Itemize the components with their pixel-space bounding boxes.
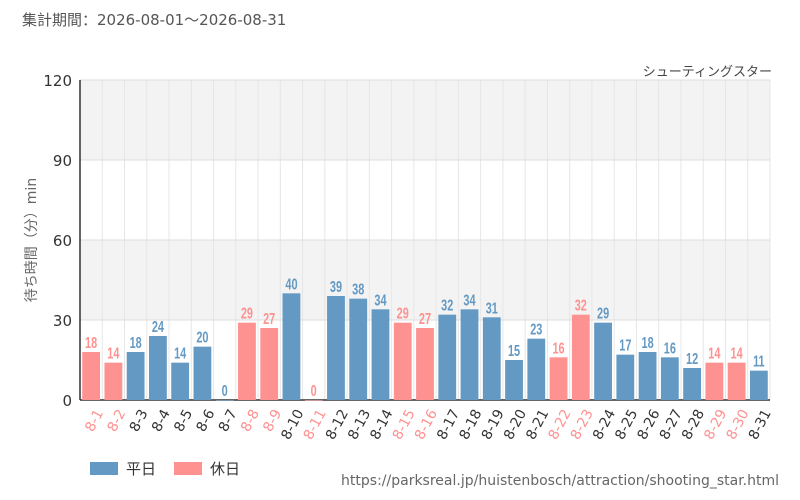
bar: [416, 328, 434, 400]
bar: [571, 314, 590, 400]
bar-value-label: 14: [708, 345, 720, 363]
bar-value-label: 18: [130, 334, 142, 352]
source-url: https://parksreal.jp/huistenbosch/attrac…: [341, 473, 779, 489]
x-tick-label: 8-31: [746, 407, 775, 443]
bar-chart: 0306090120188-1148-2188-3248-4148-5208-6…: [43, 72, 775, 443]
bar: [238, 322, 256, 400]
bar-value-label: 0: [222, 382, 228, 400]
bar: [549, 357, 568, 400]
legend-swatch-holiday: [174, 462, 203, 475]
bar: [282, 293, 301, 400]
x-tick-label: 8-1: [82, 407, 107, 435]
bar-value-label: 38: [352, 281, 364, 299]
bar: [371, 309, 390, 400]
bar: [260, 328, 279, 400]
x-tick-label: 8-7: [216, 407, 241, 435]
bar: [393, 322, 412, 400]
y-tick-label: 120: [43, 72, 72, 90]
grid-band: [80, 80, 770, 160]
bar-value-label: 27: [263, 310, 275, 328]
bar: [505, 360, 523, 400]
x-tick-label: 8-2: [105, 407, 130, 435]
grid-band: [80, 240, 770, 320]
x-tick-label: 8-4: [149, 407, 174, 435]
bar-value-label: 23: [530, 321, 542, 339]
bar: [126, 352, 145, 400]
bar-value-label: 32: [441, 297, 453, 315]
bar-value-label: 29: [597, 305, 609, 323]
legend-label-weekday: 平日: [126, 460, 157, 478]
bar: [149, 336, 167, 400]
bar: [460, 309, 479, 400]
bar: [482, 317, 501, 400]
bar: [104, 362, 123, 400]
legend-swatch-weekday: [90, 462, 118, 475]
x-tick-label: 8-6: [194, 407, 219, 435]
bar: [616, 354, 635, 400]
bar-value-label: 31: [486, 299, 498, 317]
bar: [705, 362, 724, 400]
bar: [171, 362, 190, 400]
y-tick-label: 90: [53, 152, 72, 170]
bar: [638, 352, 657, 400]
bar: [349, 298, 368, 400]
bar: [749, 370, 768, 400]
x-tick-label: 8-8: [238, 407, 263, 435]
bar: [727, 362, 746, 400]
bar-value-label: 16: [552, 339, 564, 357]
y-tick-label: 60: [53, 232, 72, 250]
y-tick-label: 30: [53, 312, 72, 330]
bar-value-label: 24: [152, 318, 164, 336]
bar: [683, 368, 701, 400]
bar: [304, 400, 323, 401]
bar-value-label: 0: [311, 382, 317, 400]
bar-value-label: 27: [419, 310, 431, 328]
legend-item-holiday: 休日: [174, 458, 240, 479]
bar: [438, 314, 457, 400]
bar-value-label: 40: [285, 275, 297, 293]
bar-value-label: 34: [374, 291, 386, 309]
bar: [660, 357, 679, 400]
bar: [594, 322, 612, 400]
bar-value-label: 14: [731, 345, 743, 363]
bar-value-label: 20: [196, 329, 208, 347]
bar-value-label: 34: [463, 291, 475, 309]
x-tick-label: 8-3: [127, 407, 152, 435]
bar: [193, 346, 212, 400]
bar: [527, 338, 546, 400]
bar: [327, 296, 345, 400]
bar-value-label: 18: [85, 334, 97, 352]
legend-item-weekday: 平日: [90, 458, 156, 479]
x-tick-label: 8-5: [171, 407, 196, 435]
y-tick-label: 0: [62, 392, 72, 410]
bar-value-label: 32: [575, 297, 587, 315]
bar-value-label: 11: [753, 353, 765, 371]
bar-value-label: 18: [642, 334, 654, 352]
bar-value-label: 29: [241, 305, 253, 323]
period-label: 集計期間：2026-08-01～2026-08-31: [22, 11, 287, 29]
bar: [215, 400, 234, 401]
bar-value-label: 12: [686, 350, 698, 368]
bar-value-label: 15: [508, 342, 520, 360]
bar-value-label: 39: [330, 278, 342, 296]
chart-legend: 平日 休日: [90, 458, 240, 479]
bar: [82, 352, 101, 400]
bar-value-label: 16: [664, 339, 676, 357]
bar-value-label: 29: [397, 305, 409, 323]
legend-label-holiday: 休日: [210, 460, 241, 478]
bar-value-label: 17: [619, 337, 631, 355]
bar-value-label: 14: [107, 345, 119, 363]
attraction-name: シューティングスター: [642, 65, 772, 80]
bar-value-label: 14: [174, 345, 186, 363]
